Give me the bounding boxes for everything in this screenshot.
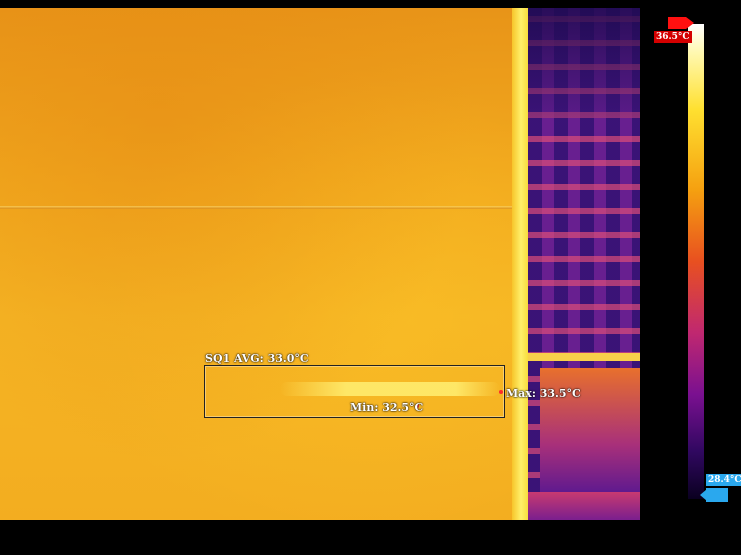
max-temp-label: Max: 33.5°C: [506, 387, 581, 400]
max-point-marker: [499, 390, 503, 394]
temperature-scale-bar: [688, 24, 704, 499]
wall-edge: [512, 8, 530, 520]
scale-min-value: 28.4°C: [706, 474, 741, 486]
min-arrow-icon: [700, 489, 707, 501]
wall-surface: [0, 8, 530, 520]
scale-min-indicator[interactable]: 28.4°C: [700, 472, 741, 506]
min-temp-label: Min: 32.5°C: [350, 401, 424, 414]
ground-area: [528, 492, 640, 520]
min-point-marker: [415, 404, 419, 408]
max-swatch: [668, 17, 686, 29]
scale-max-indicator[interactable]: 36.5°C: [654, 17, 694, 47]
sq1-avg-label: SQ1 AVG: 33.0°C: [205, 352, 309, 365]
building-ledge: [528, 353, 640, 361]
hot-strip: [280, 382, 500, 396]
max-arrow-icon: [686, 17, 694, 29]
wall-seam: [0, 206, 525, 209]
scale-max-value: 36.5°C: [654, 31, 692, 43]
thermal-image: [0, 8, 640, 520]
building-top-shade: [528, 8, 640, 118]
min-swatch: [706, 488, 728, 502]
measurement-box-sq1[interactable]: [204, 365, 505, 418]
lower-structure: [540, 368, 640, 496]
